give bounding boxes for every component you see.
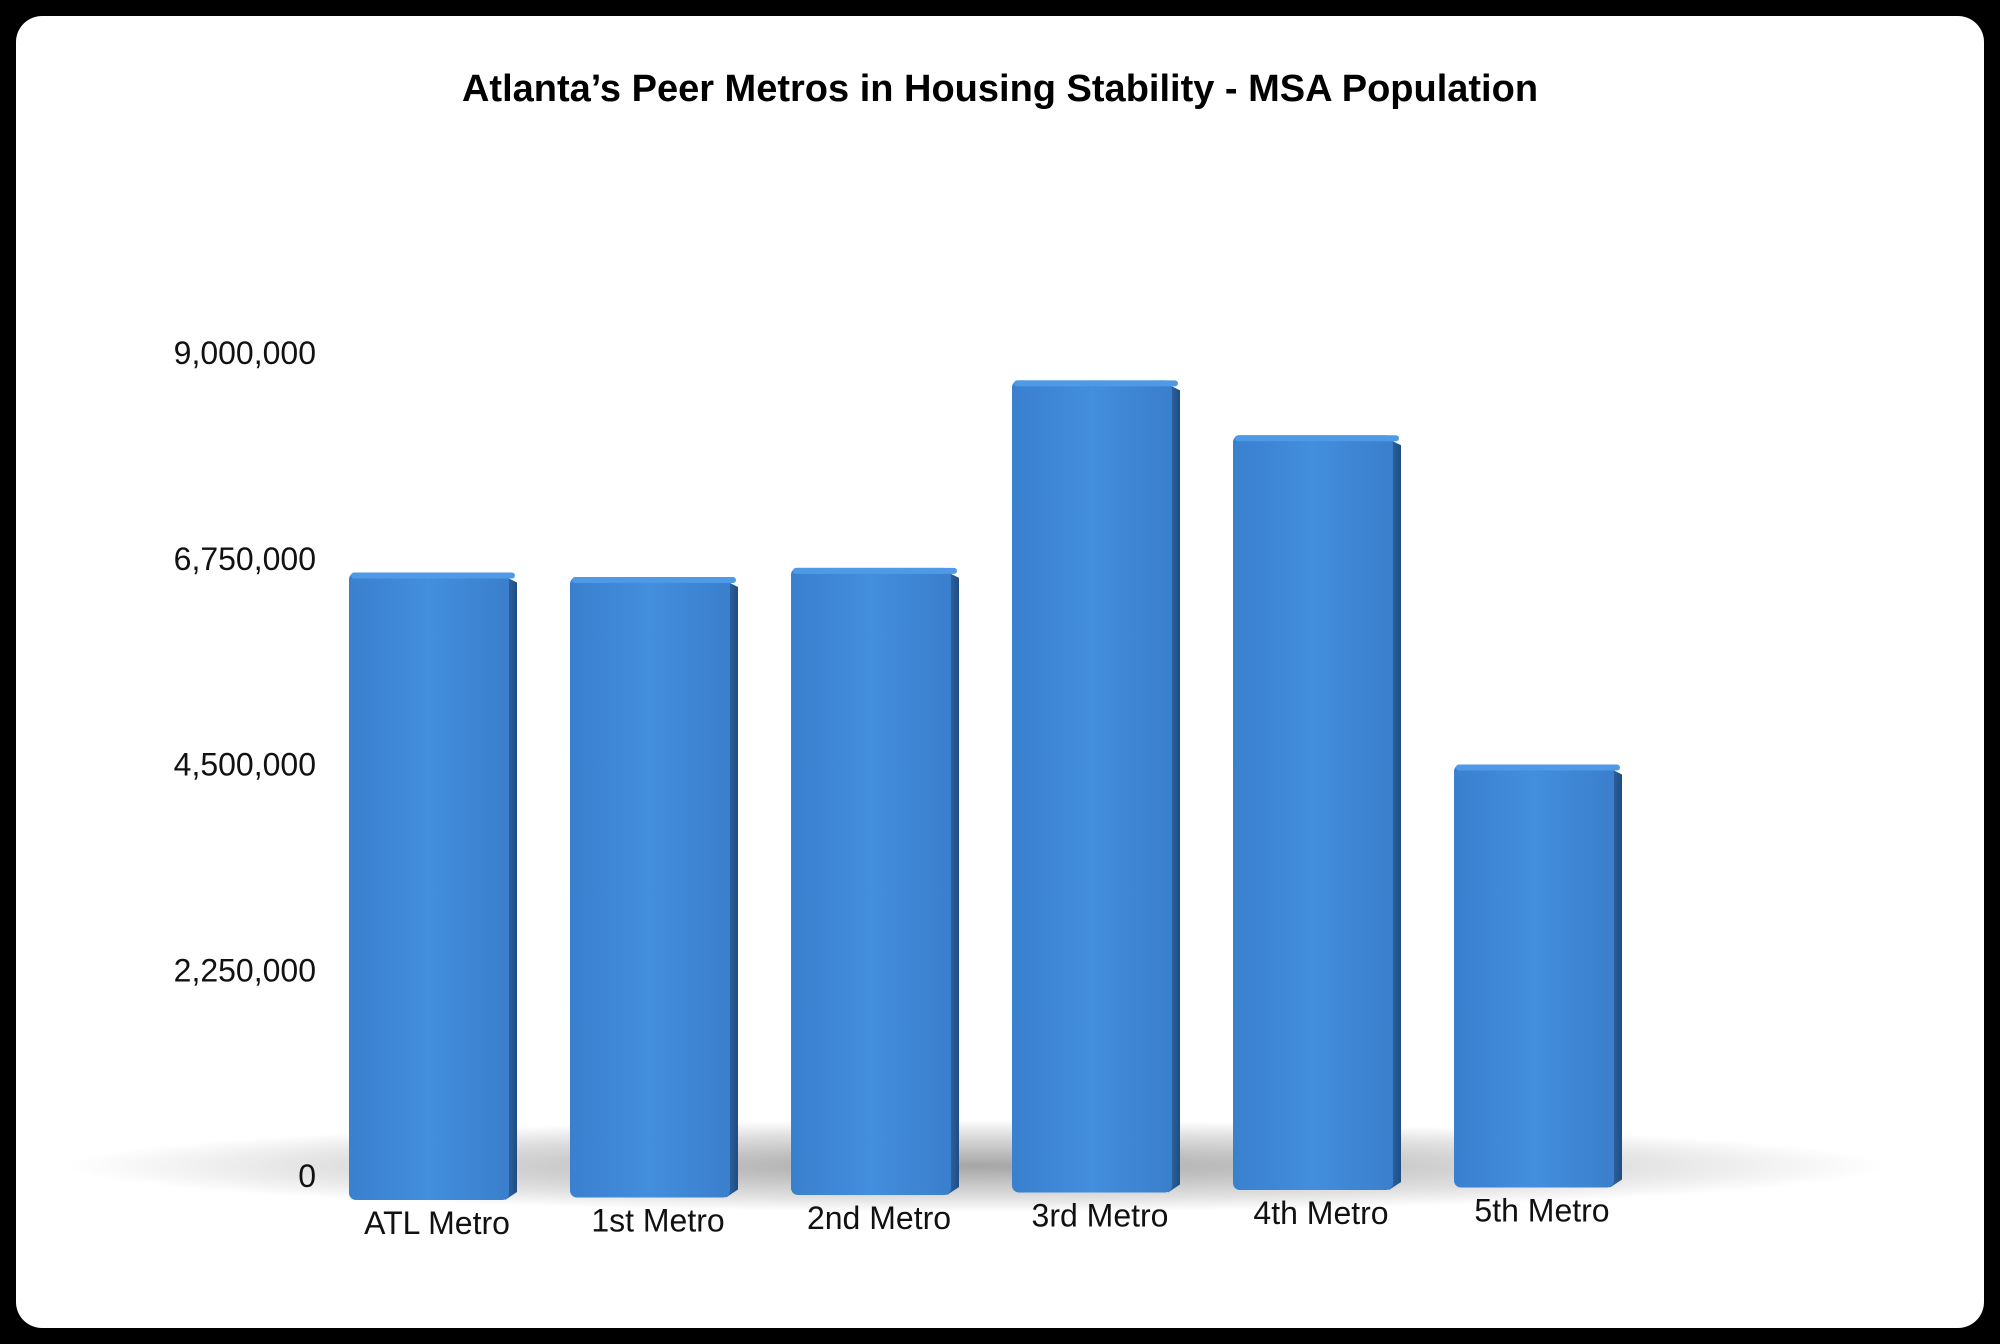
bar-front [570,577,730,1198]
y-tick-label: 0 [298,1158,316,1194]
bar [1454,764,1622,1188]
bar-top [1014,380,1178,387]
bar-top [1235,435,1399,442]
bar-top [793,567,957,574]
x-category-label: ATL Metro [364,1205,510,1241]
y-tick-label: 6,750,000 [174,541,316,577]
x-category-label: 5th Metro [1474,1193,1609,1229]
y-tick-label: 9,000,000 [174,335,316,371]
bar-top [572,577,736,584]
y-tick-label: 2,250,000 [174,952,316,988]
y-tick-label: 4,500,000 [174,747,316,783]
chart-card: Atlanta’s Peer Metros in Housing Stabili… [16,16,1984,1328]
bar-front [1233,435,1393,1190]
bar [1012,380,1180,1193]
bar-chart: 0 2,250,000 4,500,000 6,750,000 9,000,000 AT… [66,335,1886,1241]
bar-top [1456,764,1620,771]
bar-front [791,567,951,1195]
x-category-label: 4th Metro [1253,1195,1388,1231]
bar-front [1454,764,1614,1188]
bar [349,572,517,1200]
x-category-label: 1st Metro [591,1203,724,1239]
bar-front [349,572,509,1200]
bar [570,577,738,1198]
bar-top [351,572,515,579]
x-category-label: 2nd Metro [807,1200,951,1236]
bar [791,567,959,1195]
floor-shadow [66,1120,1886,1212]
x-category-label: 3rd Metro [1032,1198,1169,1234]
bar [1233,435,1401,1190]
bar-front [1012,380,1172,1193]
chart-title: Atlanta’s Peer Metros in Housing Stabili… [461,68,1539,110]
